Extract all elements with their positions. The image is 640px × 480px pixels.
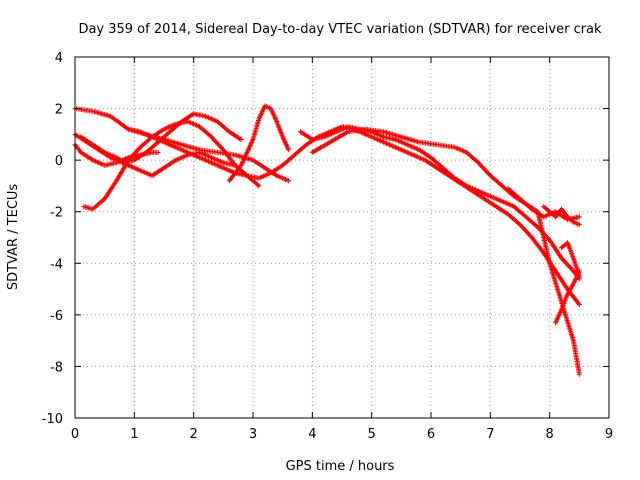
y-tick-label: -10 — [42, 412, 63, 427]
x-tick-label: 9 — [605, 427, 613, 442]
series-track-13 — [553, 268, 582, 326]
x-tick-label: 2 — [190, 427, 198, 442]
chart-title: Day 359 of 2014, Sidereal Day-to-day VTE… — [78, 22, 602, 37]
axis-ticks: 0 1 2 3 4 5 6 7 8 9 -10 -8 -6 -4 -2 0 2 4 — [42, 51, 613, 442]
data-point-markers — [541, 204, 582, 228]
y-tick-label: 2 — [55, 103, 63, 118]
y-tick-label: -2 — [50, 206, 63, 221]
x-tick-label: 8 — [546, 427, 554, 442]
y-axis-title: SDTVAR / TECUs — [6, 184, 21, 291]
y-tick-label: 0 — [55, 154, 63, 169]
x-tick-label: 4 — [308, 427, 316, 442]
y-tick-label: 4 — [55, 51, 63, 66]
y-tick-label: -6 — [50, 309, 63, 324]
plot-frame — [74, 56, 610, 419]
x-tick-label: 3 — [249, 427, 257, 442]
x-tick-label: 7 — [486, 427, 494, 442]
y-tick-label: -8 — [50, 360, 63, 375]
data-point-markers — [553, 268, 582, 326]
x-tick-label: 0 — [71, 427, 79, 442]
data-point-markers — [78, 134, 238, 179]
y-tick-label: -4 — [50, 257, 63, 272]
x-axis-title: GPS time / hours — [286, 459, 395, 474]
x-tick-label: 5 — [368, 427, 376, 442]
data-series — [72, 103, 582, 377]
series-track-4 — [78, 134, 238, 179]
series-track-7 — [226, 103, 292, 184]
x-tick-label: 6 — [427, 427, 435, 442]
x-tick-label: 1 — [130, 427, 138, 442]
series-track-11 — [541, 204, 582, 228]
data-point-markers — [226, 103, 292, 184]
